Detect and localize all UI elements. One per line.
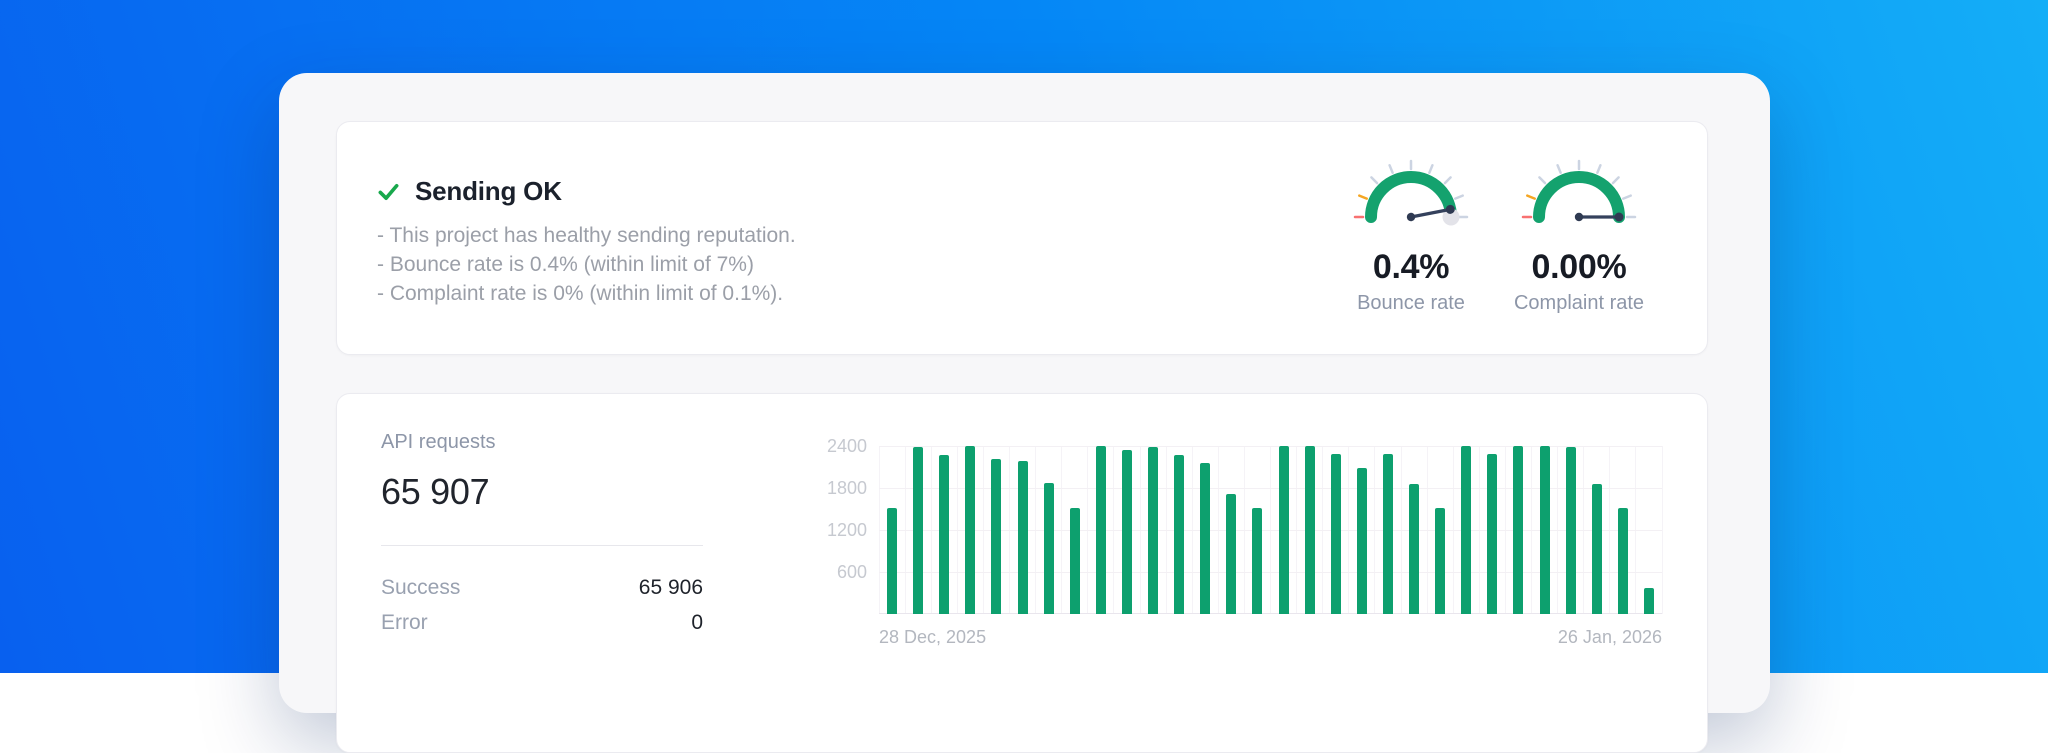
chart-bar <box>913 447 924 614</box>
stat-row: Error 0 <box>381 605 703 640</box>
chart-bar <box>1487 454 1498 614</box>
x-axis-line <box>879 613 1662 614</box>
stat-row: Success 65 906 <box>381 570 703 605</box>
y-axis-label: 600 <box>836 562 867 582</box>
chart-bar <box>939 455 950 614</box>
x-axis-end-label: 26 Jan, 2026 <box>1557 627 1662 647</box>
stat-row-value: 0 <box>691 610 703 634</box>
y-axis-label: 2400 <box>826 436 867 456</box>
chart-bar <box>1017 461 1028 614</box>
stat-row-value: 65 906 <box>638 575 703 599</box>
chart-bar <box>1356 468 1367 614</box>
chart-bar <box>965 446 976 614</box>
status-title: Sending OK <box>415 175 562 206</box>
chart-bar <box>1435 508 1446 614</box>
chart-bar <box>1591 484 1602 614</box>
gridline <box>879 571 1662 573</box>
chart-bar <box>1565 447 1576 614</box>
stat-row-label: Error <box>381 610 428 634</box>
gauge-arc <box>1533 171 1625 223</box>
stat-row-label: Success <box>381 575 461 599</box>
check-icon <box>378 183 399 200</box>
gauge-dial-icon <box>1521 159 1637 223</box>
chart-bar <box>1382 454 1393 614</box>
complaint-rate-gauge: 0.00% Complaint rate <box>1489 155 1669 315</box>
complaint-rate-label: Complaint rate <box>1513 292 1645 314</box>
bounce-rate-label: Bounce rate <box>1357 292 1465 314</box>
chart-bar <box>1278 446 1289 614</box>
chart-bar <box>1174 455 1185 614</box>
bounce-rate-gauge: 0.4% Bounce rate <box>1321 155 1501 315</box>
y-axis-label: 1800 <box>826 478 867 498</box>
chart-bar <box>887 508 898 614</box>
chart-bar <box>1200 463 1211 614</box>
gauge-needle <box>1574 212 1624 222</box>
status-bullet: - This project has healthy sending reput… <box>377 224 796 247</box>
status-bullet: - Complaint rate is 0% (within limit of … <box>377 282 784 305</box>
chart-bar <box>1121 450 1132 614</box>
status-title-row: Sending OK <box>377 174 562 208</box>
gauge-needle <box>1406 204 1455 222</box>
gauge-dial-icon <box>1353 159 1469 226</box>
api-requests-total: 65 907 <box>381 471 490 512</box>
y-axis-label: 1200 <box>826 520 867 540</box>
chart-bar <box>1226 494 1237 614</box>
divider <box>381 545 703 546</box>
chart-plot: 600 1200 1800 2400 <box>827 436 1663 614</box>
status-card: Sending OK - This project has healthy se… <box>336 121 1708 355</box>
gridline <box>1661 446 1663 614</box>
status-bullet: - Bounce rate is 0.4% (within limit of 7… <box>377 253 754 276</box>
api-requests-label: API requests <box>381 431 496 453</box>
chart-bar <box>1330 454 1341 614</box>
bounce-rate-value: 0.4% <box>1372 248 1450 286</box>
stat-rows: Success 65 906 Error 0 <box>381 570 703 640</box>
chart-bar <box>991 459 1002 614</box>
x-axis-start-label: 28 Dec, 2025 <box>879 627 987 647</box>
chart-bar <box>1617 508 1628 614</box>
gauge-marker <box>1442 208 1460 226</box>
chart-bar <box>1643 588 1654 614</box>
chart-bar <box>1409 484 1420 614</box>
chart-bar <box>1069 508 1080 614</box>
gauge-arc <box>1365 171 1457 223</box>
api-requests-card: API requests 65 907 Success 65 906 Error… <box>336 393 1708 753</box>
gridline <box>879 529 1662 531</box>
gridline <box>879 487 1662 489</box>
chart-bar <box>1304 446 1315 614</box>
chart-bar <box>1095 446 1106 614</box>
chart-bar <box>1513 446 1524 614</box>
gridline <box>879 445 1662 447</box>
app-window: Sending OK - This project has healthy se… <box>279 73 1770 753</box>
complaint-rate-value: 0.00% <box>1531 248 1627 286</box>
chart-bar <box>1539 446 1550 614</box>
chart-bar <box>1043 483 1054 614</box>
chart-bar <box>1252 508 1263 614</box>
api-requests-chart: 600 1200 1800 2400 28 Dec, 2025 26 Jan, 202… <box>827 436 1663 647</box>
status-bullets: - This project has healthy sending reput… <box>377 221 796 308</box>
chart-bar <box>1461 446 1472 614</box>
chart-bar <box>1148 447 1159 614</box>
